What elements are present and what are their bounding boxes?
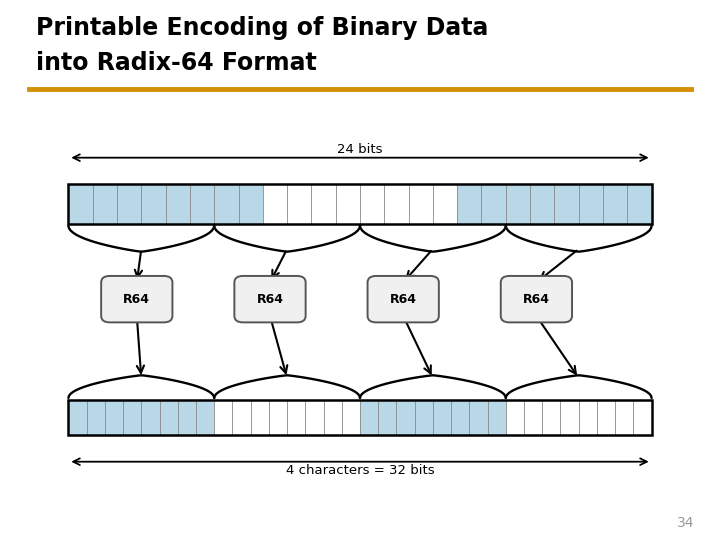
Bar xyxy=(451,400,469,435)
Bar xyxy=(560,400,579,435)
Bar xyxy=(360,184,384,224)
Bar xyxy=(68,184,93,224)
Bar xyxy=(433,184,457,224)
Bar xyxy=(415,400,433,435)
Bar xyxy=(579,400,597,435)
Bar xyxy=(505,184,530,224)
Bar xyxy=(233,400,251,435)
Bar xyxy=(117,184,141,224)
Text: Printable Encoding of Binary Data: Printable Encoding of Binary Data xyxy=(36,16,488,40)
Bar xyxy=(360,400,378,435)
Bar xyxy=(105,400,123,435)
Text: into Radix-64 Format: into Radix-64 Format xyxy=(36,51,317,75)
Bar xyxy=(597,400,615,435)
Bar xyxy=(178,400,196,435)
Bar xyxy=(336,184,360,224)
Bar xyxy=(524,400,542,435)
Text: R64: R64 xyxy=(390,293,417,306)
Bar xyxy=(68,400,652,435)
Bar xyxy=(615,400,634,435)
Bar xyxy=(305,400,323,435)
Bar xyxy=(287,400,305,435)
Bar xyxy=(579,184,603,224)
Bar xyxy=(238,184,263,224)
Bar xyxy=(482,184,505,224)
FancyBboxPatch shape xyxy=(101,276,173,322)
Bar xyxy=(123,400,141,435)
Bar xyxy=(311,184,336,224)
Bar xyxy=(215,184,238,224)
FancyBboxPatch shape xyxy=(235,276,305,322)
Bar xyxy=(397,400,415,435)
Text: 24 bits: 24 bits xyxy=(337,143,383,156)
Bar xyxy=(215,400,233,435)
Bar xyxy=(634,400,652,435)
Bar xyxy=(342,400,360,435)
Bar xyxy=(141,400,160,435)
Bar xyxy=(323,400,342,435)
Bar xyxy=(190,184,215,224)
Bar xyxy=(433,400,451,435)
Bar xyxy=(627,184,652,224)
Text: R64: R64 xyxy=(123,293,150,306)
FancyBboxPatch shape xyxy=(368,276,439,322)
Bar xyxy=(196,400,215,435)
Bar xyxy=(603,184,627,224)
Bar xyxy=(378,400,397,435)
Bar xyxy=(166,184,190,224)
Bar xyxy=(251,400,269,435)
Bar xyxy=(384,184,409,224)
Bar xyxy=(86,400,105,435)
Bar xyxy=(68,184,652,224)
Bar xyxy=(505,400,524,435)
Text: 34: 34 xyxy=(678,516,695,530)
Bar xyxy=(287,184,312,224)
Bar xyxy=(160,400,178,435)
Bar xyxy=(530,184,554,224)
FancyBboxPatch shape xyxy=(501,276,572,322)
Bar xyxy=(542,400,560,435)
Bar xyxy=(93,184,117,224)
Bar xyxy=(269,400,287,435)
Bar xyxy=(554,184,579,224)
Text: R64: R64 xyxy=(523,293,550,306)
Bar xyxy=(68,400,86,435)
Text: 4 characters = 32 bits: 4 characters = 32 bits xyxy=(286,464,434,477)
Text: R64: R64 xyxy=(256,293,284,306)
Bar xyxy=(487,400,505,435)
Bar xyxy=(263,184,287,224)
Bar xyxy=(469,400,487,435)
Bar xyxy=(457,184,482,224)
Bar xyxy=(141,184,166,224)
Bar xyxy=(409,184,433,224)
